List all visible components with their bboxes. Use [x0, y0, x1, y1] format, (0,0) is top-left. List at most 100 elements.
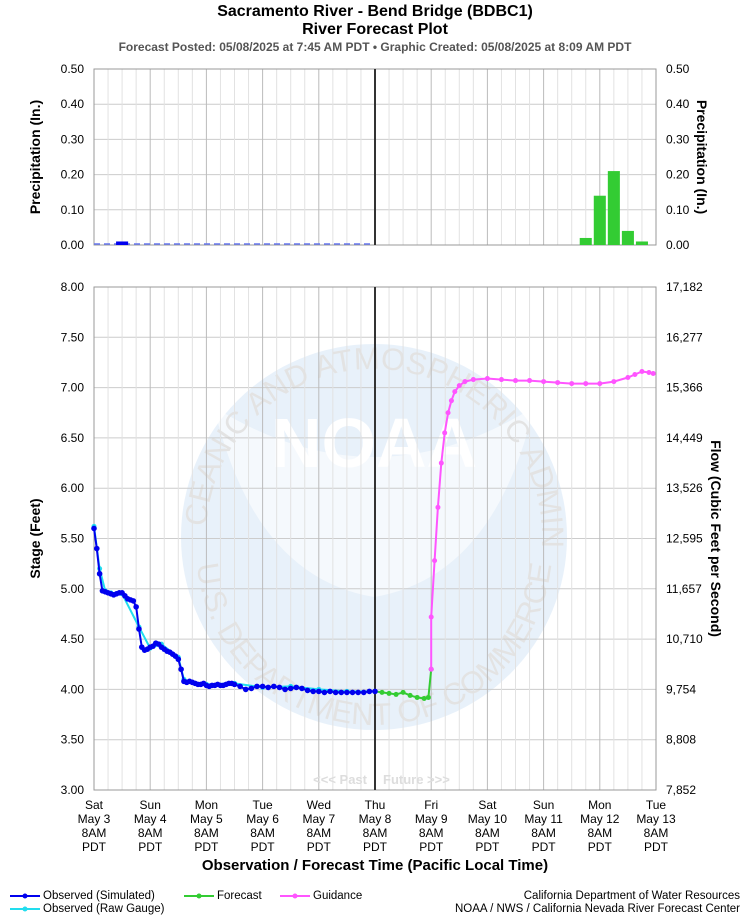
precip-ytick-right: 0.50 [666, 62, 690, 76]
legend-observed-simulated: Observed (Simulated) [10, 890, 155, 902]
x-tick-label: May 4 [134, 812, 167, 826]
stage-ytick-left: 6.00 [61, 481, 85, 495]
flow-ytick-right: 11,657 [666, 582, 702, 596]
series-point-guidance [639, 369, 645, 375]
precip-ytick-left: 0.20 [61, 168, 85, 182]
stage-ytick-left: 5.00 [61, 582, 85, 596]
series-point-observed_simulated [175, 656, 182, 663]
series-point-observed_simulated [94, 545, 100, 552]
series-point-observed_simulated [254, 683, 260, 690]
series-point-observed_simulated [259, 683, 266, 690]
x-tick-label: May 12 [580, 812, 620, 826]
series-point-forecast [414, 694, 420, 700]
stage-ytick-left: 4.50 [61, 632, 85, 646]
series-point-guidance [462, 379, 468, 385]
series-point-forecast [379, 689, 385, 695]
x-tick-label: 8AM [475, 826, 500, 840]
series-point-observed_simulated [316, 688, 322, 695]
series-point-guidance [432, 558, 438, 564]
flow-ytick-right: 16,277 [666, 330, 703, 344]
x-tick-label: PDT [588, 840, 613, 854]
x-tick-label: PDT [475, 840, 500, 854]
x-tick-label: May 11 [524, 812, 563, 826]
precip-ytick-right: 0.30 [666, 132, 690, 146]
series-point-guidance [438, 460, 444, 466]
series-point-observed_simulated [130, 598, 137, 604]
flow-ytick-right: 13,526 [666, 481, 703, 495]
series-point-guidance [484, 376, 490, 382]
flow-ytick-right: 14,449 [666, 431, 703, 445]
series-point-observed_simulated [366, 688, 373, 695]
precip-ytick-left: 0.10 [61, 203, 85, 217]
precip-ytick-right: 0.10 [666, 203, 690, 217]
x-tick-label: Sat [478, 798, 497, 812]
precip-bar-forecast [593, 195, 606, 245]
series-point-observed_simulated [299, 685, 305, 692]
flow-ytick-right: 12,595 [666, 532, 703, 546]
series-point-observed_simulated [372, 688, 378, 695]
series-point-observed_simulated [304, 687, 311, 694]
series-points-observed_simulated [91, 525, 378, 696]
precip-bar-forecast [635, 241, 648, 245]
series-point-observed_simulated [96, 570, 103, 577]
series-point-observed_simulated [91, 525, 97, 532]
x-tick-label: 8AM [644, 826, 669, 840]
legend-swatch-guidance [280, 893, 310, 899]
x-tick-label: 8AM [587, 826, 612, 840]
noaa-watermark: NOAANATIONAL OCEANIC AND ATMOSPHERIC ADM… [0, 0, 570, 732]
series-point-forecast [421, 695, 427, 701]
info-line: Forecast Posted: 05/08/2025 at 7:45 AM P… [118, 40, 632, 54]
precip-ytick-right: 0.20 [666, 168, 690, 182]
precip-bar-forecast [621, 230, 634, 245]
series-point-guidance [452, 389, 458, 395]
x-tick-label: May 8 [359, 812, 392, 826]
stage-ytick-left: 7.50 [61, 330, 85, 344]
x-tick-label: Thu [365, 798, 386, 812]
series-point-guidance [445, 410, 451, 416]
series-point-guidance [513, 378, 518, 384]
x-tick-label: Tue [252, 798, 273, 812]
series-point-observed_simulated [178, 666, 184, 673]
series-point-observed_simulated [344, 689, 350, 696]
x-tick-label: PDT [532, 840, 557, 854]
series-point-observed_simulated [349, 689, 356, 696]
x-tick-label: 8AM [419, 826, 444, 840]
x-tick-label: PDT [82, 840, 107, 854]
flow-ytick-right: 9,754 [666, 682, 696, 696]
x-tick-label: 8AM [531, 826, 556, 840]
series-point-guidance [597, 381, 603, 387]
footer-agency: California Department of Water Resources [523, 890, 740, 902]
series-point-guidance [428, 614, 434, 620]
flow-ytick-right: 7,852 [666, 783, 696, 797]
x-tick-label: Tue [646, 798, 667, 812]
series-point-guidance [527, 378, 533, 384]
precip-ylabel-left: Precipitation (In.) [27, 100, 43, 214]
series-point-guidance [498, 377, 504, 383]
series-point-guidance [541, 379, 547, 385]
series-point-guidance [569, 381, 575, 387]
legend-label-guidance: Guidance [313, 890, 363, 902]
x-tick-label: PDT [419, 840, 444, 854]
series-point-observed_simulated [276, 684, 283, 691]
legend-swatch-observed-raw [10, 906, 40, 912]
x-tick-label: May 10 [468, 812, 508, 826]
precip-bar-observed [116, 241, 129, 245]
series-point-observed_simulated [136, 626, 142, 632]
series-point-observed_simulated [237, 683, 243, 690]
x-tick-label: 8AM [250, 826, 275, 840]
series-point-observed_simulated [355, 689, 361, 696]
legend-label-observed-raw: Observed (Raw Gauge) [43, 903, 165, 915]
precip-ytick-left: 0.40 [61, 97, 85, 111]
series-point-observed_simulated [310, 688, 316, 695]
stage-ytick-left: 8.00 [61, 280, 85, 294]
series-point-forecast [425, 694, 431, 700]
legend-label-forecast: Forecast [217, 890, 262, 902]
series-point-guidance [448, 398, 454, 404]
footer-center: NOAA / NWS / California Nevada River For… [454, 903, 740, 915]
legend-swatch-observed-simulated [10, 893, 40, 899]
series-point-observed_simulated [293, 684, 300, 691]
flow-ytick-right: 17,182 [666, 280, 703, 294]
series-points-guidance [428, 369, 656, 672]
x-tick-label: PDT [644, 840, 669, 854]
